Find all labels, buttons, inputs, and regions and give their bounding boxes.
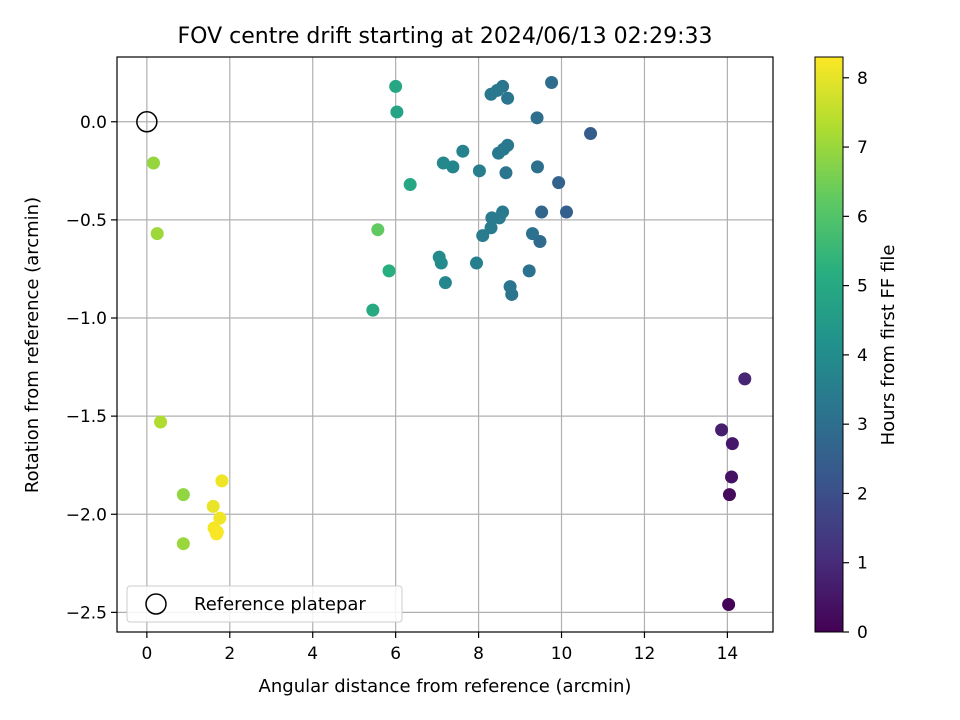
data-point xyxy=(499,166,513,180)
data-point xyxy=(503,280,517,294)
plot-frame xyxy=(116,56,774,633)
data-point xyxy=(535,205,549,219)
y-axis-label: Rotation from reference (arcmin) xyxy=(22,197,43,493)
colorbar-tick-label: 8 xyxy=(857,69,868,89)
data-point xyxy=(722,598,736,612)
x-tick-label: 8 xyxy=(473,644,484,664)
data-point xyxy=(522,264,536,278)
colorbar-tick-label: 4 xyxy=(857,346,868,366)
y-tick-label: −2.5 xyxy=(66,603,107,623)
y-tick-label: −1.5 xyxy=(66,407,107,427)
y-tick-label: −0.5 xyxy=(66,211,107,231)
x-tick-label: 12 xyxy=(634,644,656,664)
data-point xyxy=(552,176,566,190)
y-tick-label: −2.0 xyxy=(66,505,107,525)
x-tick-label: 2 xyxy=(224,644,235,664)
legend-label: Reference platepar xyxy=(194,594,366,615)
reference-platepar-marker xyxy=(136,111,158,133)
colorbar-tick-label: 6 xyxy=(857,207,868,227)
grid-lines xyxy=(117,57,773,632)
x-tick-label: 0 xyxy=(141,644,152,664)
x-tick-label: 14 xyxy=(717,644,739,664)
data-point xyxy=(436,156,450,170)
legend-reference-marker xyxy=(145,593,167,615)
colorbar-tick-label: 5 xyxy=(857,277,868,297)
data-point xyxy=(738,372,752,386)
data-point xyxy=(438,276,452,290)
data-point xyxy=(725,437,739,451)
data-point xyxy=(559,205,573,219)
chart-title: FOV centre drift starting at 2024/06/13 … xyxy=(178,24,713,49)
data-point xyxy=(210,527,224,541)
data-point xyxy=(470,256,484,270)
colorbar-tick-label: 3 xyxy=(857,415,868,435)
data-point xyxy=(176,537,190,551)
data-point xyxy=(215,474,229,488)
data-point xyxy=(371,223,385,237)
data-point xyxy=(722,488,736,502)
data-point xyxy=(366,303,380,317)
data-points xyxy=(146,76,752,612)
colorbar-tick-label: 7 xyxy=(857,138,868,158)
data-point xyxy=(584,127,598,141)
data-point xyxy=(389,79,403,93)
data-point xyxy=(146,156,160,170)
x-tick-label: 6 xyxy=(390,644,401,664)
data-point xyxy=(485,211,499,225)
data-point xyxy=(150,227,164,241)
colorbar-tick-label: 0 xyxy=(857,623,868,643)
data-point xyxy=(432,250,446,264)
data-point xyxy=(545,76,559,90)
colorbar-ticks: 0 1 2 3 4 5 6 7 8 xyxy=(843,69,868,643)
data-point xyxy=(491,146,505,160)
data-point xyxy=(484,87,498,101)
data-point xyxy=(154,415,168,429)
data-point xyxy=(176,488,190,502)
colorbar-tick-label: 2 xyxy=(857,484,868,504)
data-point xyxy=(501,91,515,105)
x-axis-ticks: 0 2 4 6 8 10 12 14 xyxy=(141,632,738,664)
colorbar-tick-label: 1 xyxy=(857,554,868,574)
data-point xyxy=(403,178,417,192)
y-tick-label: −1.0 xyxy=(66,309,107,329)
data-point xyxy=(484,221,498,235)
data-point xyxy=(456,144,470,158)
data-point xyxy=(530,111,544,125)
data-point xyxy=(213,511,227,525)
data-point xyxy=(530,160,544,174)
x-axis-label: Angular distance from reference (arcmin) xyxy=(259,676,632,697)
data-point xyxy=(390,105,404,119)
data-point xyxy=(476,229,490,243)
colorbar-label: Hours from first FF file xyxy=(878,245,899,446)
colorbar xyxy=(814,56,844,633)
legend: Reference platepar xyxy=(126,585,403,623)
data-point xyxy=(725,470,739,484)
x-tick-label: 4 xyxy=(307,644,318,664)
data-point xyxy=(472,164,486,178)
y-axis-ticks: 0.0 −0.5 −1.0 −1.5 −2.0 −2.5 xyxy=(66,113,117,623)
legend-box xyxy=(126,585,403,623)
reference-marker-layer xyxy=(136,111,158,133)
data-point xyxy=(382,264,396,278)
x-tick-label: 10 xyxy=(551,644,573,664)
y-tick-label: 0.0 xyxy=(80,113,107,133)
data-point xyxy=(715,423,729,437)
data-point xyxy=(206,499,220,513)
data-point xyxy=(525,227,539,241)
